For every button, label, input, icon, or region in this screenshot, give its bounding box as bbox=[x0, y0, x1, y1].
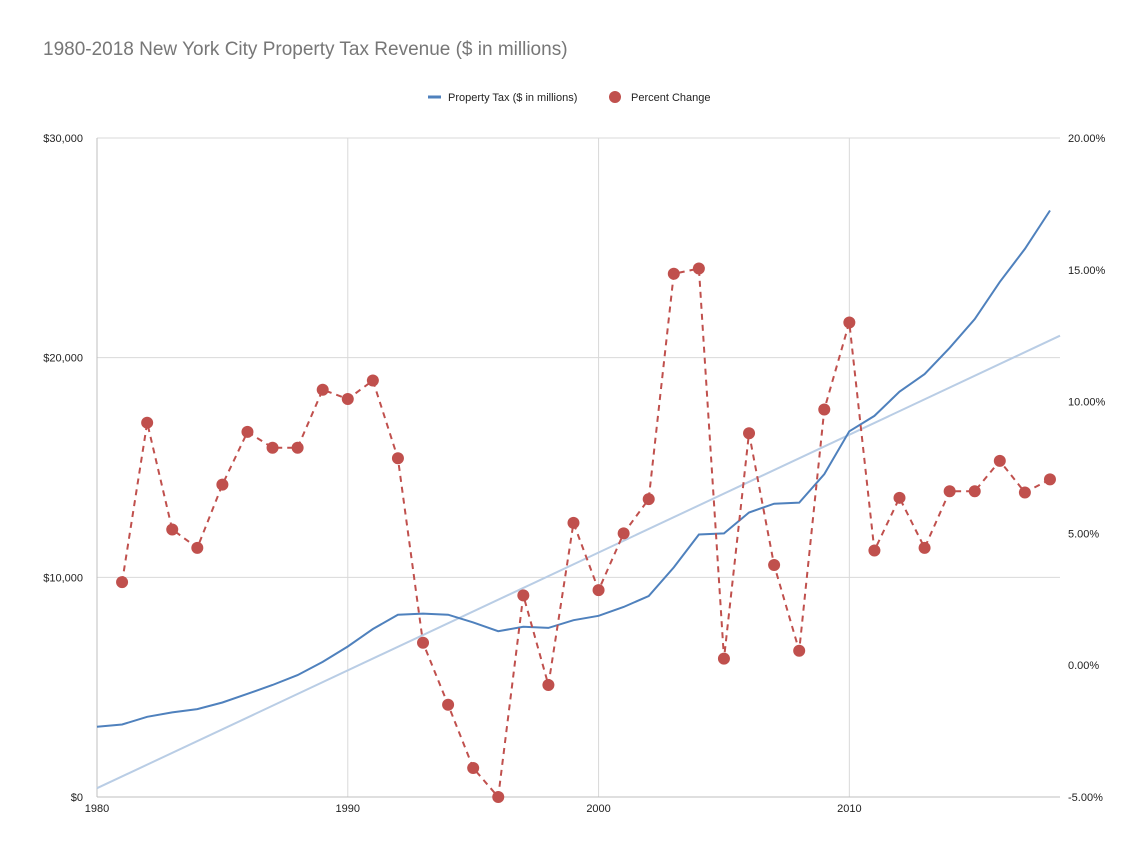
percent-change-point bbox=[968, 485, 981, 498]
legend-swatch-percent-change bbox=[609, 91, 621, 103]
percent-change-point bbox=[417, 636, 430, 649]
percent-change-point bbox=[893, 491, 906, 504]
property-tax-layer bbox=[96, 209, 1051, 728]
y-right-tick-label: 15.00% bbox=[1068, 265, 1106, 277]
percent-change-point bbox=[166, 523, 179, 536]
x-tick-label: 2000 bbox=[586, 803, 610, 815]
percent-change-point bbox=[542, 678, 555, 691]
grid-lines bbox=[96, 137, 1060, 798]
percent-change-point bbox=[191, 541, 204, 554]
percent-change-point bbox=[868, 544, 881, 557]
percent-change-point bbox=[843, 316, 856, 329]
property-tax-line bbox=[96, 209, 1051, 728]
percent-change-point bbox=[341, 392, 354, 405]
percent-change-point bbox=[743, 427, 756, 440]
trendline bbox=[96, 334, 1061, 790]
y-right-tick-label: 0.00% bbox=[1068, 660, 1099, 672]
percent-change-point bbox=[617, 527, 630, 540]
axis-ticks: $0 $10,000 $20,000 $30,000 1980 1990 2000 2010 -… bbox=[43, 133, 1105, 815]
y-right-tick-label: 20.00% bbox=[1068, 133, 1106, 145]
percent-change-point bbox=[1018, 486, 1031, 499]
percent-change-point bbox=[366, 374, 379, 387]
percent-change-point bbox=[1043, 473, 1056, 486]
percent-change-point bbox=[642, 493, 655, 506]
percent-change-point bbox=[918, 541, 931, 554]
percent-change-point bbox=[567, 516, 580, 529]
percent-change-point bbox=[241, 425, 254, 438]
trendline-layer bbox=[96, 334, 1061, 790]
percent-change-point bbox=[291, 441, 304, 454]
legend-label-percent-change: Percent Change bbox=[631, 92, 711, 104]
percent-change-point bbox=[818, 403, 831, 416]
y-left-tick-label: $0 bbox=[71, 792, 83, 804]
y-left-tick-label: $20,000 bbox=[43, 353, 83, 365]
chart-title: 1980-2018 New York City Property Tax Rev… bbox=[43, 39, 568, 60]
percent-change-point bbox=[592, 584, 605, 597]
percent-change-point bbox=[116, 576, 129, 589]
percent-change-point bbox=[793, 644, 806, 657]
percent-change-point bbox=[492, 791, 505, 803]
percent-change-point bbox=[667, 267, 680, 280]
percent-change-point bbox=[316, 383, 329, 396]
percent-change-line bbox=[121, 267, 1051, 800]
legend-label-property-tax: Property Tax ($ in millions) bbox=[448, 92, 577, 104]
y-right-tick-label: -5.00% bbox=[1068, 792, 1103, 804]
x-tick-label: 2010 bbox=[837, 803, 861, 815]
y-left-tick-label: $10,000 bbox=[43, 572, 83, 584]
percent-change-point bbox=[768, 559, 781, 572]
percent-change-point bbox=[266, 441, 279, 454]
percent-change-point bbox=[391, 452, 404, 465]
x-tick-label: 1990 bbox=[336, 803, 360, 815]
x-tick-label: 1980 bbox=[85, 803, 109, 815]
percent-change-point bbox=[216, 478, 229, 491]
percent-change-point bbox=[517, 589, 530, 602]
percent-change-layer bbox=[116, 262, 1056, 803]
percent-change-point bbox=[141, 416, 154, 429]
y-right-tick-label: 5.00% bbox=[1068, 528, 1099, 540]
percent-change-point bbox=[467, 762, 480, 775]
y-left-tick-label: $30,000 bbox=[43, 133, 83, 145]
percent-change-point bbox=[943, 485, 956, 498]
percent-change-point bbox=[442, 698, 455, 711]
legend: Property Tax ($ in millions) Percent Cha… bbox=[428, 91, 711, 104]
percent-change-point bbox=[993, 454, 1006, 467]
y-right-tick-label: 10.00% bbox=[1068, 397, 1106, 409]
percent-change-point bbox=[717, 652, 730, 665]
percent-change-point bbox=[692, 262, 705, 275]
